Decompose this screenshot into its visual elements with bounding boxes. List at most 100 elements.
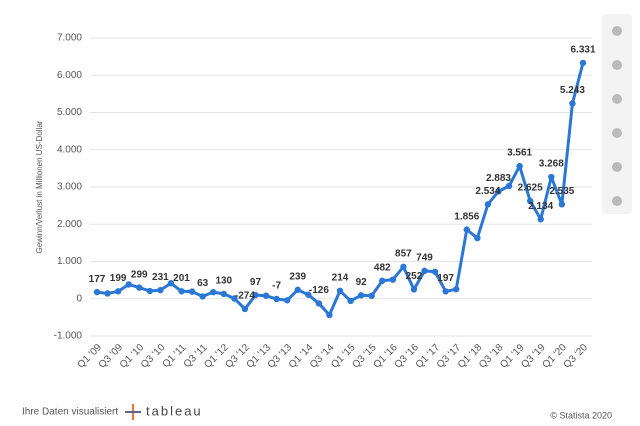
point [167, 280, 175, 287]
point [431, 268, 439, 275]
y-tick-label: 1.000 [57, 256, 82, 267]
y-tick-label: 7.000 [57, 33, 82, 44]
point [157, 286, 164, 294]
point [326, 311, 333, 319]
point [474, 234, 481, 242]
data-label: 6.331 [570, 45, 595, 56]
point [294, 286, 301, 294]
data-label: 299 [131, 269, 148, 280]
data-label: -274 [235, 291, 255, 302]
data-label: 199 [110, 273, 127, 284]
point [548, 173, 555, 181]
data-label: 92 [356, 277, 368, 288]
point [114, 288, 122, 295]
y-tick-label: 3.000 [57, 182, 82, 193]
point [283, 297, 291, 304]
data-label: 2.534 [475, 186, 500, 197]
data-label: -126 [309, 285, 329, 296]
footer-left: Ihre Daten visualisiert [22, 407, 118, 418]
point [199, 293, 206, 300]
point [505, 182, 513, 190]
point [558, 201, 566, 208]
point [136, 284, 143, 291]
point [389, 276, 397, 283]
data-label: 214 [332, 272, 349, 283]
point [579, 59, 587, 67]
point [368, 292, 375, 300]
favorite-button[interactable] [612, 26, 622, 36]
point [305, 291, 312, 298]
data-label: 231 [152, 272, 169, 283]
data-label: 177 [89, 274, 106, 285]
data-label: 3.268 [539, 159, 564, 170]
point [188, 288, 196, 295]
footer-right: © Statista 2020 [550, 410, 612, 420]
point [453, 286, 460, 293]
data-label: 252 [406, 271, 423, 282]
data-label: 201 [173, 273, 190, 284]
point [125, 281, 132, 288]
data-label: 2.535 [549, 186, 574, 197]
cite-button[interactable] [612, 162, 622, 172]
print-button[interactable] [612, 196, 622, 206]
tableau-icon [125, 404, 141, 420]
data-label: 1.856 [454, 211, 479, 222]
point [315, 300, 323, 307]
sidebar [602, 14, 632, 214]
point [379, 277, 386, 284]
data-label: 197 [437, 273, 454, 284]
point [569, 100, 576, 107]
data-label: 97 [250, 277, 262, 288]
data-label: 749 [416, 252, 433, 263]
point [104, 290, 111, 297]
point [347, 297, 354, 305]
y-tick-label: 2.000 [57, 219, 82, 230]
y-axis-title: Gewinn/Verlust in Millionen US-Dollar [35, 120, 44, 253]
y-tick-label: -1.000 [54, 331, 83, 342]
data-label: 2.134 [528, 201, 553, 212]
point [241, 305, 249, 313]
point [526, 197, 534, 205]
point [463, 226, 470, 233]
point [93, 288, 101, 296]
point [421, 267, 428, 275]
point [495, 188, 502, 195]
point [210, 288, 217, 296]
y-tick-label: 6.000 [57, 70, 82, 81]
footer-logo: tableau [146, 403, 203, 418]
data-label: 2.883 [486, 173, 511, 184]
data-label: -7 [272, 281, 281, 292]
point [442, 288, 449, 295]
point [400, 263, 407, 271]
data-label: 130 [215, 276, 232, 287]
point [231, 295, 238, 302]
alert-button[interactable] [612, 60, 622, 70]
point [516, 162, 523, 170]
point [537, 216, 544, 223]
data-label: 482 [374, 262, 391, 273]
point [178, 288, 185, 295]
point [410, 286, 418, 293]
point [273, 295, 280, 303]
point [336, 287, 344, 294]
data-label: 2.625 [518, 183, 543, 194]
point [252, 291, 259, 299]
point [262, 292, 270, 299]
data-label: 857 [395, 248, 412, 259]
y-tick-label: 5.000 [57, 107, 82, 118]
data-label: 3.561 [507, 148, 532, 159]
settings-button[interactable] [612, 94, 622, 104]
point [484, 201, 492, 208]
point [146, 287, 154, 295]
point [220, 290, 227, 298]
sidebar-panel [602, 14, 632, 214]
y-tick-label: 0 [76, 293, 82, 304]
data-label: 63 [197, 278, 209, 289]
share-button[interactable] [612, 128, 622, 138]
data-label: 239 [289, 271, 306, 282]
y-tick-label: 4.000 [57, 144, 82, 155]
point [357, 292, 365, 299]
data-label: 5.243 [560, 85, 585, 96]
